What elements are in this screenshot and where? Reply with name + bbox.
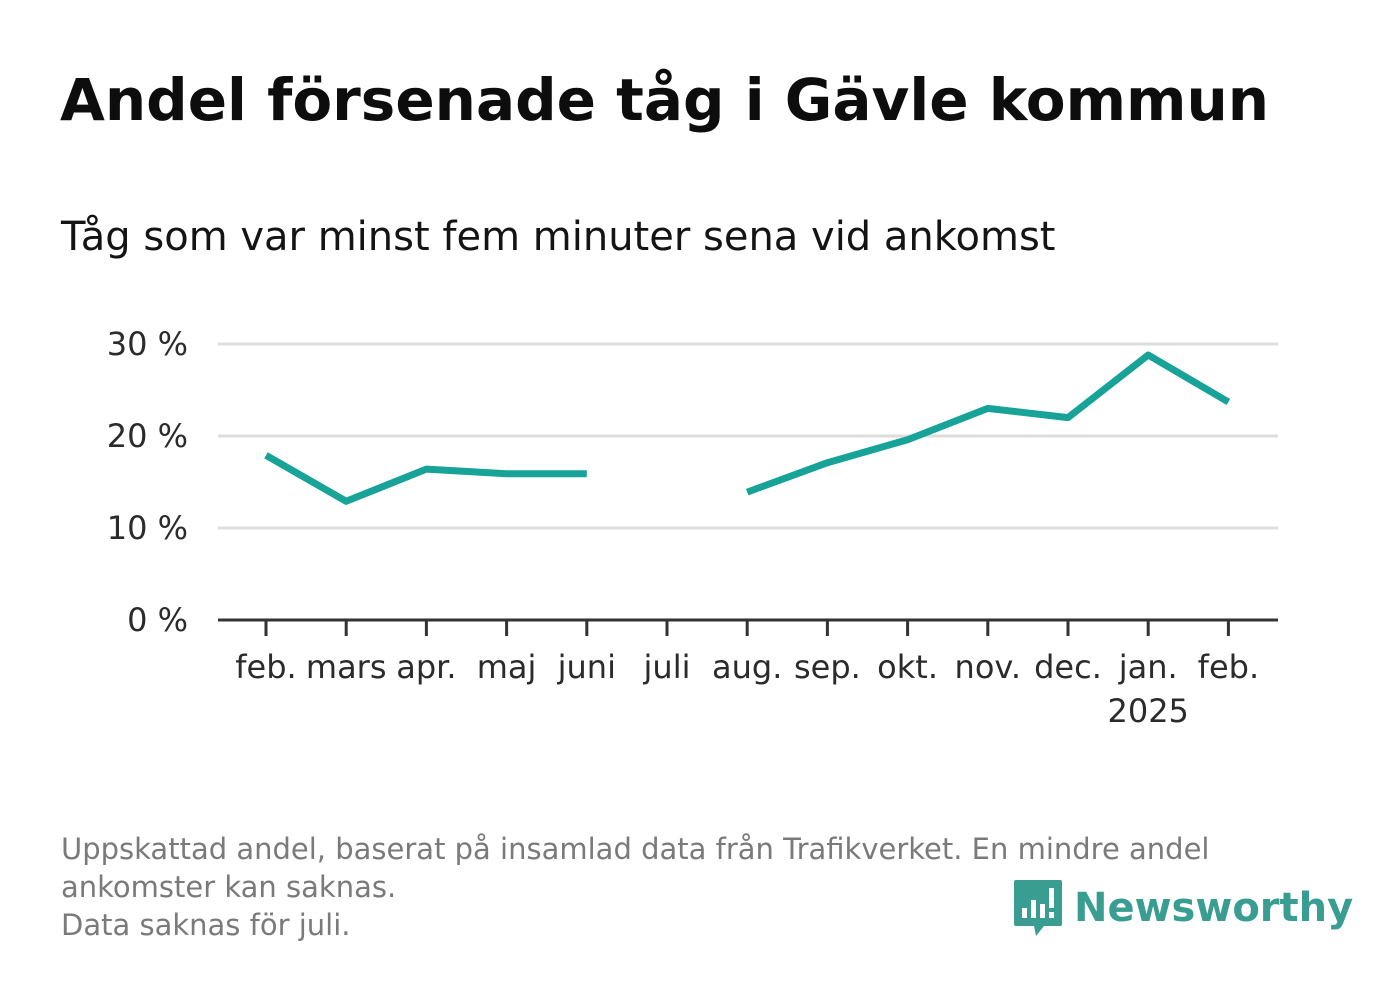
footnote-line-3: Data saknas för juli.: [61, 908, 351, 942]
x-tick-label: aug.: [712, 648, 782, 686]
line-chart: 0 % 10 % 20 % 30 % feb. mars apr. maj juni juli a…: [107, 325, 1278, 730]
y-tick-label: 0 %: [127, 601, 188, 639]
x-tick-label: dec.: [1034, 648, 1102, 686]
y-tick-label: 20 %: [107, 417, 188, 455]
x-tick-label: feb.: [1198, 648, 1259, 686]
x-tick-label: okt.: [877, 648, 938, 686]
x-tick-label: mars: [306, 648, 387, 686]
chart-title: Andel försenade tåg i Gävle kommun: [60, 66, 1270, 134]
series-delayed-share: [264, 351, 1231, 505]
chart-subtitle: Tåg som var minst fem minuter sena vid a…: [61, 214, 1056, 260]
logo-text: Newsworthy: [1074, 885, 1354, 931]
x-tick-label: juni: [557, 648, 616, 686]
x-axis: [218, 618, 1278, 636]
x-tick-label: maj: [477, 648, 537, 686]
y-tick-label: 10 %: [107, 509, 188, 547]
x-tick-year-label: 2025: [1107, 692, 1188, 730]
footnote-line-1: Uppskattad andel, baserat på insamlad da…: [61, 832, 1210, 866]
series-line-segment: [745, 351, 1231, 496]
y-axis-tick-labels: 0 % 10 % 20 % 30 %: [107, 325, 188, 639]
x-tick-label: jan.: [1118, 648, 1178, 686]
x-tick-label: nov.: [955, 648, 1021, 686]
newsworthy-bar-chart-icon: [1014, 880, 1062, 936]
x-tick-label: juli: [643, 648, 691, 686]
y-tick-label: 30 %: [107, 325, 188, 363]
x-tick-label: apr.: [396, 648, 456, 686]
x-tick-label: sep.: [794, 648, 861, 686]
newsworthy-logo: Newsworthy: [1012, 878, 1353, 938]
grid-lines: [218, 342, 1278, 530]
x-tick-label: feb.: [235, 648, 296, 686]
series-line-segment: [264, 452, 587, 505]
x-axis-tick-labels: feb. mars apr. maj juni juli aug. sep. okt. nov. d…: [235, 648, 1259, 730]
footnote-line-2: ankomster kan saknas.: [61, 870, 397, 904]
